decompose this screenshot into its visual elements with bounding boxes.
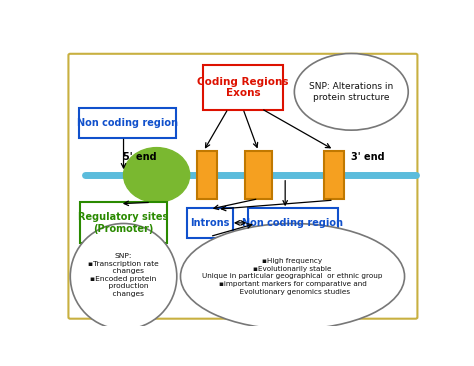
FancyBboxPatch shape [79, 108, 176, 138]
Text: Regulatory sites
(Promoter): Regulatory sites (Promoter) [78, 212, 169, 234]
Text: Coding Regions
Exons: Coding Regions Exons [197, 77, 289, 98]
Text: 3' end: 3' end [351, 152, 384, 162]
Text: SNP:
▪Transcription rate
    changes
▪Encoded protein
    production
    changes: SNP: ▪Transcription rate changes ▪Encode… [88, 253, 159, 297]
Ellipse shape [70, 224, 177, 329]
Text: Introns: Introns [190, 218, 229, 228]
Text: ▪High frequency
▪Evolutionarily stable
Unique in particular geographical  or eth: ▪High frequency ▪Evolutionarily stable U… [202, 258, 383, 295]
Bar [324, 151, 344, 199]
Text: SNP: Alterations in
protein structure: SNP: Alterations in protein structure [309, 82, 393, 101]
Bar [245, 151, 272, 199]
Ellipse shape [124, 147, 190, 202]
Text: Non coding region: Non coding region [242, 218, 343, 228]
Ellipse shape [294, 53, 408, 130]
FancyBboxPatch shape [187, 208, 233, 238]
FancyBboxPatch shape [81, 202, 167, 243]
FancyBboxPatch shape [202, 65, 283, 110]
Text: Non coding region: Non coding region [77, 118, 178, 128]
Text: 5' end: 5' end [123, 152, 157, 162]
FancyBboxPatch shape [247, 208, 337, 238]
Bar [197, 151, 217, 199]
FancyBboxPatch shape [68, 54, 418, 319]
Ellipse shape [181, 224, 404, 329]
